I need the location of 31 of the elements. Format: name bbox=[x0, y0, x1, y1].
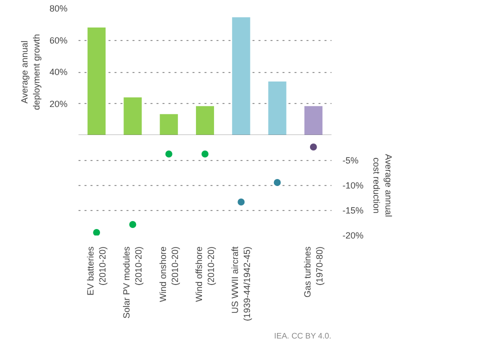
bar bbox=[196, 106, 214, 135]
y2-tick-label: -15% bbox=[342, 206, 364, 216]
bar bbox=[232, 17, 250, 135]
x-tick-label: Solar PV modules (2010-20) bbox=[122, 246, 144, 319]
y2-axis-title: Average annual cost reduction bbox=[372, 154, 394, 217]
bar bbox=[268, 82, 286, 135]
point bbox=[165, 150, 172, 158]
y-tick-label: 20% bbox=[49, 98, 68, 109]
bar bbox=[304, 106, 322, 135]
point bbox=[238, 198, 245, 206]
point bbox=[93, 229, 100, 236]
point bbox=[202, 150, 208, 158]
y2-tick-label: -5% bbox=[342, 156, 359, 166]
point bbox=[310, 144, 317, 150]
bar bbox=[160, 114, 178, 135]
point bbox=[129, 221, 136, 228]
y2-tick-label: -20% bbox=[342, 230, 364, 240]
y-tick-label: 40% bbox=[49, 67, 68, 77]
y-tick-label: 80% bbox=[49, 4, 68, 14]
y2-tick-label: -10% bbox=[342, 180, 364, 190]
x-tick-label: Wind onshore (2010-20) bbox=[158, 246, 180, 302]
x-tick-label: US WWII aircraft (1939-44/1942-45) bbox=[230, 246, 252, 322]
x-tick-label: EV batteries (2010-20) bbox=[86, 246, 108, 296]
point bbox=[274, 179, 281, 186]
x-tick-label: Wind offshore (2010-20) bbox=[194, 246, 216, 302]
bar bbox=[124, 97, 142, 135]
bar bbox=[88, 28, 106, 135]
y-tick-label: 60% bbox=[49, 35, 68, 46]
text: IEA. CC BY 4.0. bbox=[274, 332, 332, 340]
y-axis-title: Average annual deployment growth bbox=[19, 34, 42, 110]
x-tick-label: Gas turbines (1970-80) bbox=[302, 246, 324, 298]
